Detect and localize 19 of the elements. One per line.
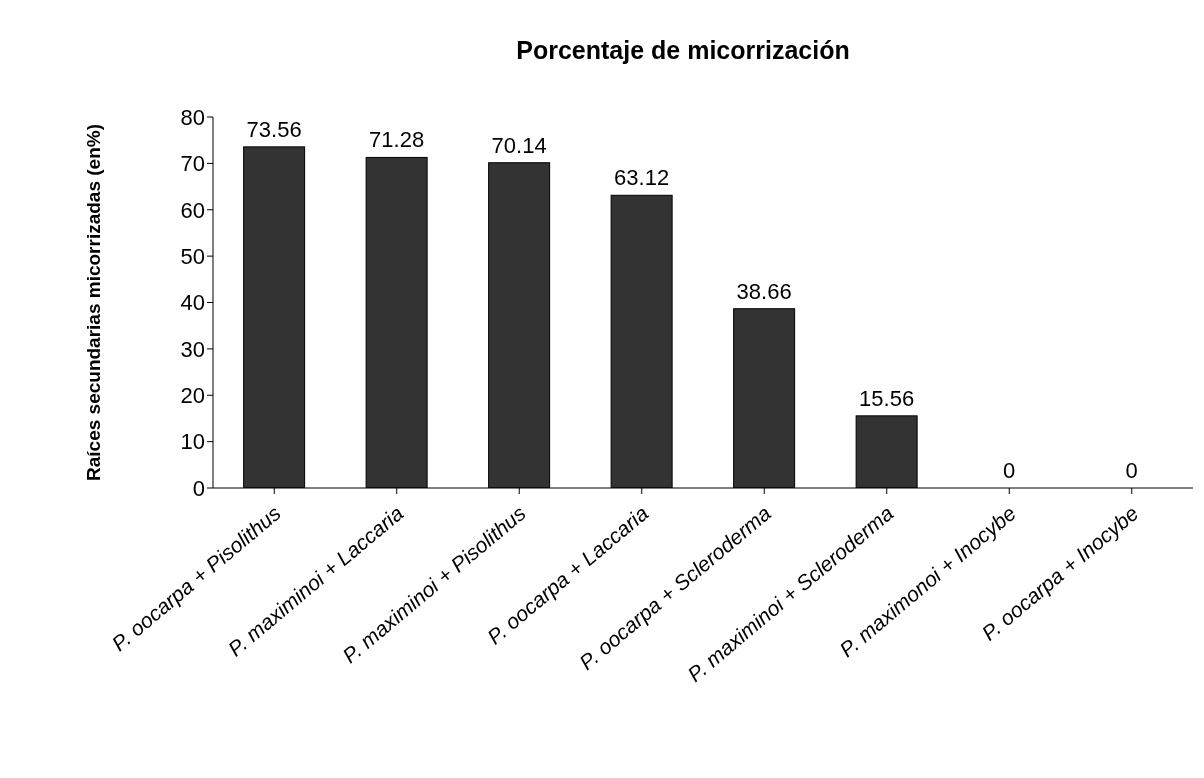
y-tick-label: 10: [180, 429, 205, 455]
y-tick-label: 40: [180, 290, 205, 316]
data-label: 70.14: [491, 132, 547, 158]
y-tick-label: 70: [180, 151, 205, 177]
data-label: 15.56: [859, 385, 915, 411]
data-label: 0: [1125, 458, 1138, 483]
data-label: 63.12: [614, 165, 670, 191]
chart-title: Porcentaje de micorrización: [515, 36, 851, 65]
y-tick-label: 80: [180, 104, 205, 130]
data-label: 0: [1003, 458, 1016, 483]
y-tick-label: 0: [192, 475, 205, 501]
data-label: 38.66: [736, 278, 792, 304]
y-axis-title: Raíces secundarias micorrizadas (en%): [82, 124, 104, 481]
data-label: 73.56: [246, 116, 302, 142]
y-tick-label: 20: [180, 383, 205, 409]
y-tick-label: 60: [180, 197, 205, 223]
y-tick-label: 50: [180, 243, 205, 269]
y-tick-label: 30: [180, 336, 205, 362]
data-label: 71.28: [369, 127, 425, 153]
